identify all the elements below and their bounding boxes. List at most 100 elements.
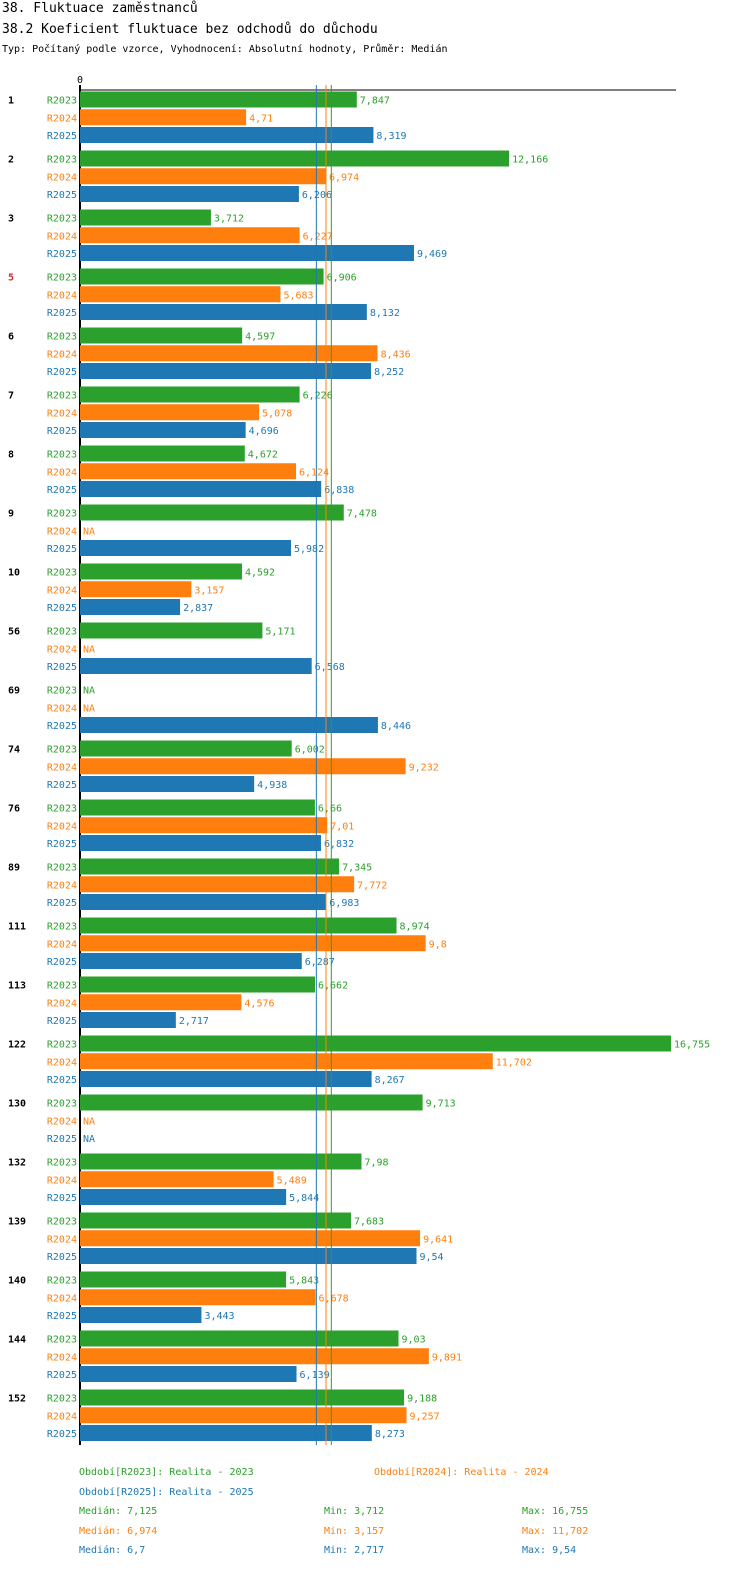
category-label-76: 76	[8, 804, 20, 815]
series-label-5-R2024: R2024	[47, 290, 77, 301]
data-label-140-R2023: 5,843	[289, 1276, 319, 1287]
data-label-89-R2024: 7,772	[357, 880, 387, 891]
series-label-76-R2025: R2025	[47, 839, 77, 850]
bar-7-R2025	[80, 422, 246, 438]
data-label-69-R2025: 8,446	[381, 721, 411, 732]
bar-5-R2024	[80, 286, 281, 303]
category-label-56: 56	[8, 627, 20, 638]
bar-113-R2024	[80, 994, 242, 1011]
series-label-130-R2024: R2024	[47, 1116, 77, 1127]
bar-111-R2024	[80, 935, 426, 952]
data-label-2-R2023: 12,166	[512, 155, 548, 166]
bar-7-R2023	[80, 386, 300, 403]
data-label-111-R2025: 6,287	[305, 957, 335, 968]
bar-122-R2023	[80, 1035, 671, 1052]
category-label-152: 152	[8, 1394, 26, 1405]
series-label-76-R2023: R2023	[47, 804, 77, 815]
bar-9-R2025	[80, 540, 292, 556]
category-label-6: 6	[8, 332, 14, 343]
series-label-7-R2024: R2024	[47, 408, 77, 419]
data-label-9-R2025: 5,982	[294, 544, 324, 555]
bar-152-R2025	[80, 1425, 372, 1441]
series-label-140-R2023: R2023	[47, 1276, 77, 1287]
data-label-139-R2025: 9,54	[420, 1252, 444, 1263]
data-label-8-R2024: 6,124	[299, 467, 329, 478]
series-label-56-R2023: R2023	[47, 627, 77, 638]
na-label-56-R2024: NA	[83, 644, 95, 655]
series-label-152-R2025: R2025	[47, 1429, 77, 1440]
page-title: 38. Fluktuace zaměstnanců	[2, 1, 198, 16]
chart-title: 38.2 Koeficient fluktuace bez odchodů do…	[2, 22, 378, 37]
data-label-5-R2025: 8,132	[370, 308, 400, 319]
series-label-139-R2024: R2024	[47, 1234, 77, 1245]
data-label-140-R2024: 6,678	[319, 1293, 349, 1304]
series-label-8-R2023: R2023	[47, 450, 77, 461]
bar-111-R2025	[80, 953, 302, 969]
bar-9-R2023	[80, 504, 344, 521]
series-label-144-R2023: R2023	[47, 1335, 77, 1346]
series-label-1-R2023: R2023	[47, 96, 77, 107]
category-label-3: 3	[8, 214, 14, 225]
legend-period-r2023: Období[R2023]: Realita - 2023	[79, 1467, 254, 1478]
bar-10-R2024	[80, 581, 192, 598]
series-label-122-R2023: R2023	[47, 1040, 77, 1051]
data-label-113-R2023: 6,662	[318, 981, 348, 992]
bar-8-R2025	[80, 481, 322, 497]
data-label-89-R2023: 7,345	[342, 863, 372, 874]
series-label-76-R2024: R2024	[47, 821, 77, 832]
series-label-132-R2024: R2024	[47, 1175, 77, 1186]
series-label-113-R2025: R2025	[47, 1016, 77, 1027]
category-label-7: 7	[8, 391, 14, 402]
data-label-1-R2024: 4,71	[249, 113, 273, 124]
series-label-5-R2025: R2025	[47, 308, 77, 319]
series-label-132-R2025: R2025	[47, 1193, 77, 1204]
series-label-152-R2024: R2024	[47, 1411, 77, 1422]
na-label-69-R2024: NA	[83, 703, 95, 714]
data-label-122-R2024: 11,702	[496, 1057, 532, 1068]
data-label-1-R2023: 7,847	[360, 96, 390, 107]
bar-89-R2024	[80, 876, 355, 893]
data-label-76-R2025: 6,832	[324, 839, 354, 850]
series-label-56-R2024: R2024	[47, 644, 77, 655]
legend-min-r2025: Min: 2,717	[324, 1545, 385, 1556]
series-label-69-R2023: R2023	[47, 686, 77, 697]
bar-8-R2023	[80, 445, 245, 462]
data-label-2-R2025: 6,206	[302, 190, 332, 201]
series-label-6-R2024: R2024	[47, 349, 77, 360]
data-label-8-R2023: 4,672	[248, 450, 278, 461]
category-label-113: 113	[8, 981, 26, 992]
data-label-10-R2023: 4,592	[245, 568, 275, 579]
bar-113-R2023	[80, 976, 315, 993]
bar-10-R2025	[80, 599, 181, 615]
bar-56-R2023	[80, 622, 263, 639]
data-label-76-R2024: 7,01	[330, 821, 354, 832]
bar-3-R2024	[80, 227, 300, 244]
series-label-74-R2023: R2023	[47, 745, 77, 756]
series-label-10-R2025: R2025	[47, 603, 77, 614]
data-label-6-R2025: 8,252	[374, 367, 404, 378]
data-label-5-R2024: 5,683	[283, 290, 313, 301]
bar-5-R2025	[80, 304, 367, 320]
bar-74-R2025	[80, 776, 255, 792]
bar-152-R2023	[80, 1389, 405, 1406]
data-label-144-R2023: 9,03	[402, 1335, 426, 1346]
data-label-1-R2025: 8,319	[376, 131, 406, 142]
bar-6-R2025	[80, 363, 372, 379]
series-label-10-R2024: R2024	[47, 585, 77, 596]
legend-period-r2024: Období[R2024]: Realita - 2024	[374, 1467, 549, 1478]
series-label-1-R2025: R2025	[47, 131, 77, 142]
series-label-144-R2024: R2024	[47, 1352, 77, 1363]
bar-69-R2025	[80, 717, 378, 733]
category-label-89: 89	[8, 863, 20, 874]
na-label-130-R2024: NA	[83, 1116, 95, 1127]
category-label-139: 139	[8, 1217, 26, 1228]
data-label-3-R2024: 6,227	[303, 231, 333, 242]
na-label-9-R2024: NA	[83, 526, 95, 537]
data-label-56-R2023: 5,171	[265, 627, 295, 638]
legend-min-r2023: Min: 3,712	[324, 1506, 385, 1517]
series-label-144-R2025: R2025	[47, 1370, 77, 1381]
series-label-74-R2025: R2025	[47, 780, 77, 791]
category-label-2: 2	[8, 155, 14, 166]
legend-max-r2024: Max: 11,702	[522, 1526, 589, 1537]
bar-chart: 0 1 R2023 7,847 R2024 4,71 R2025 8,319 2 R2023 12,…	[8, 75, 710, 1445]
